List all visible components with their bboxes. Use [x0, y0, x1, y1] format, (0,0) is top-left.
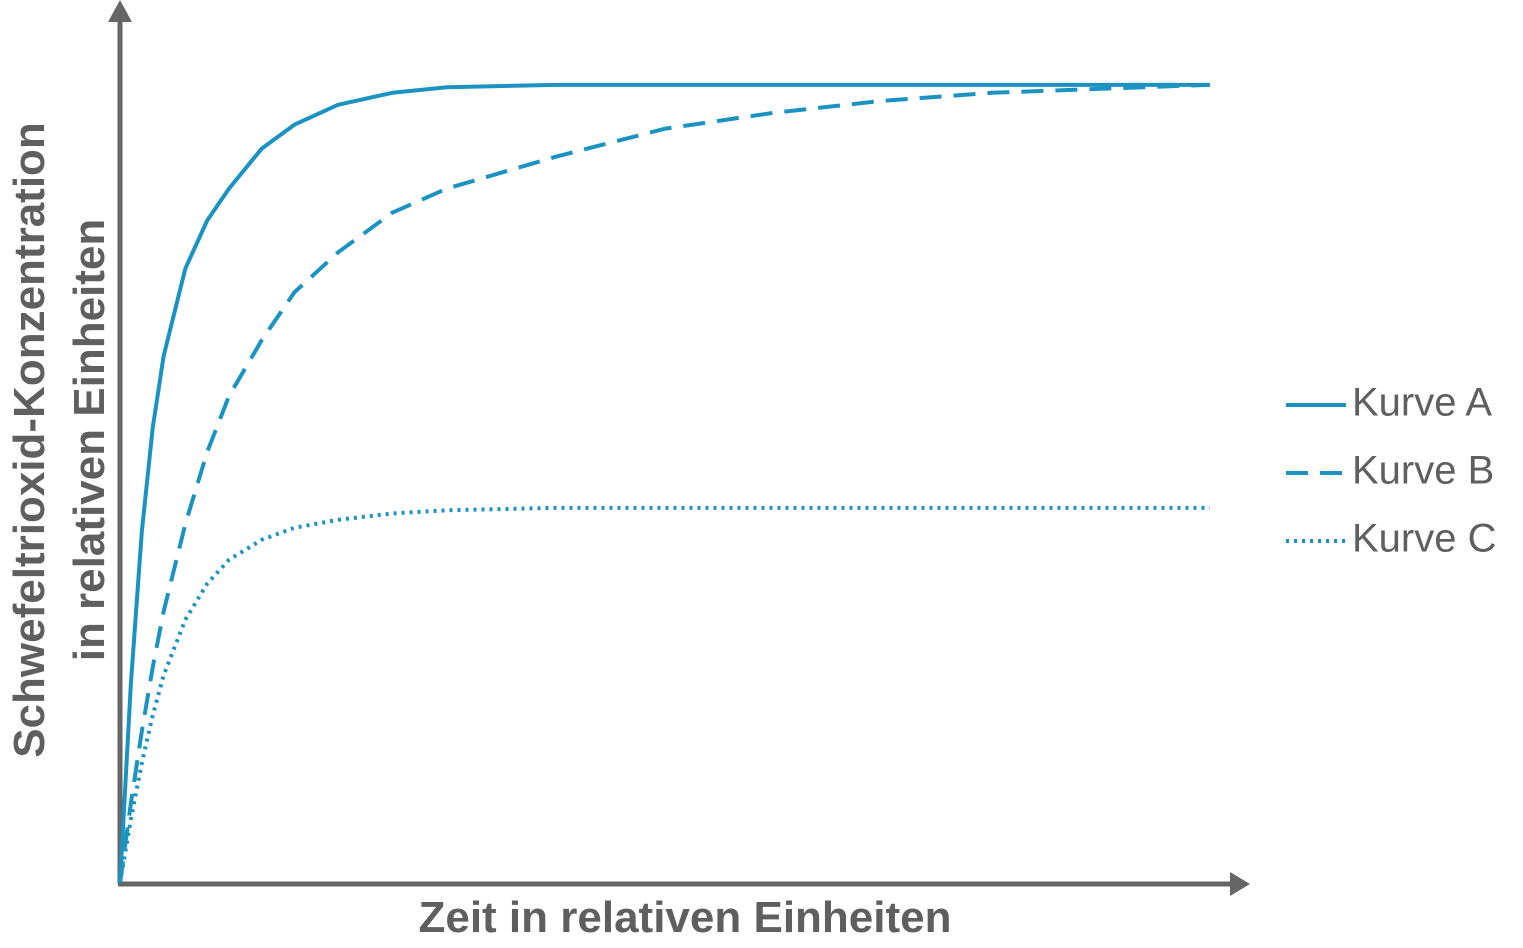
x-axis-title: Zeit in relativen Einheiten	[418, 893, 951, 942]
legend-text: Kurve A	[1352, 381, 1492, 425]
series-line	[118, 82, 1210, 884]
legend-text: Kurve C	[1352, 517, 1497, 561]
series-line	[118, 505, 1210, 884]
y-axis-title: Schwefeltrioxid-Konzentration	[5, 122, 54, 758]
y-axis-title: in relativen Einheiten	[65, 219, 114, 662]
y-axis-arrow	[108, 0, 132, 22]
x-axis-arrow	[1230, 872, 1250, 896]
legend-text: Kurve B	[1352, 449, 1494, 493]
series-line	[118, 82, 1210, 884]
